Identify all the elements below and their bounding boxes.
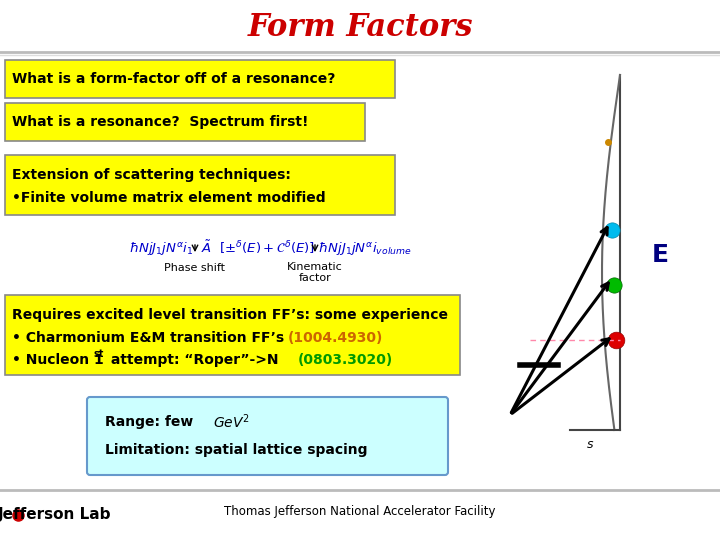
Text: Range: few: Range: few (105, 415, 198, 429)
Text: s: s (587, 438, 593, 451)
Text: Limitation: spatial lattice spacing: Limitation: spatial lattice spacing (105, 443, 367, 457)
Text: Requires excited level transition FF’s: some experience: Requires excited level transition FF’s: … (12, 308, 448, 322)
Text: Thomas Jefferson National Accelerator Facility: Thomas Jefferson National Accelerator Fa… (224, 505, 496, 518)
Text: Form Factors: Form Factors (247, 12, 473, 44)
FancyBboxPatch shape (5, 60, 395, 98)
Text: attempt: “Roper”->N: attempt: “Roper”->N (106, 353, 288, 367)
Text: factor: factor (299, 273, 331, 283)
Text: Kinematic: Kinematic (287, 262, 343, 272)
Text: Jefferson Lab: Jefferson Lab (0, 508, 112, 523)
Text: • Nucleon 1: • Nucleon 1 (12, 353, 104, 367)
Text: What is a resonance?  Spectrum first!: What is a resonance? Spectrum first! (12, 115, 308, 129)
Text: (1004.4930): (1004.4930) (288, 331, 383, 345)
Text: What is a form-factor off of a resonance?: What is a form-factor off of a resonance… (12, 72, 336, 86)
Text: $\hbar NjJ_1jN^\alpha i_1\ \ \tilde{A}\ \ [\pm^\delta(E) + \mathcal{C}^\delta(E): $\hbar NjJ_1jN^\alpha i_1\ \ \tilde{A}\ … (129, 238, 411, 258)
FancyBboxPatch shape (5, 295, 460, 375)
Text: • Charmonium E&M transition FF’s: • Charmonium E&M transition FF’s (12, 331, 294, 345)
FancyBboxPatch shape (5, 103, 365, 141)
FancyBboxPatch shape (87, 397, 448, 475)
Text: Phase shift: Phase shift (164, 263, 225, 273)
Text: (0803.3020): (0803.3020) (298, 353, 393, 367)
Text: Extension of scattering techniques:: Extension of scattering techniques: (12, 168, 291, 182)
Text: E: E (652, 243, 668, 267)
Text: •Finite volume matrix element modified: •Finite volume matrix element modified (12, 191, 325, 205)
FancyBboxPatch shape (5, 155, 395, 215)
Text: st: st (93, 349, 104, 359)
Text: $GeV^2$: $GeV^2$ (213, 413, 250, 431)
